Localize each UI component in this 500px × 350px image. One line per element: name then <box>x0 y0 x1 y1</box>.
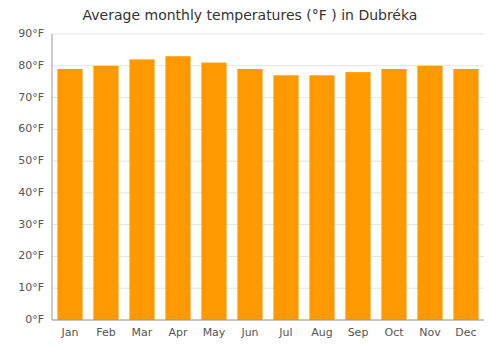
grid-line <box>52 320 484 321</box>
title: Average monthly temperatures (°F ) in Du… <box>83 7 418 23</box>
x-tick-label: Aug <box>311 326 332 339</box>
y-tick-label: 20°F <box>18 249 44 262</box>
x-tick-label: Dec <box>455 326 476 339</box>
grid-line <box>52 34 484 35</box>
bar <box>453 69 478 320</box>
x-tick-label: Oct <box>384 326 404 339</box>
y-tick-label: 60°F <box>18 122 44 135</box>
x-tick-label: Jul <box>278 326 292 339</box>
bar <box>165 56 190 320</box>
grid <box>52 34 484 320</box>
bar <box>345 72 370 320</box>
bars <box>57 56 478 320</box>
y-tick-label: 40°F <box>18 186 44 199</box>
x-tick-label: Nov <box>419 326 441 339</box>
bar <box>309 75 334 320</box>
y-tick-label: 10°F <box>18 281 44 294</box>
x-tick-label: May <box>203 326 226 339</box>
bar <box>129 59 154 320</box>
bar <box>381 69 406 320</box>
y-tick-label: 50°F <box>18 154 44 167</box>
y-tick-label: 90°F <box>18 27 44 40</box>
x-axis-line <box>52 320 484 321</box>
chart-container: 0°F 10°F 20°F 30°F 40°F 50°F 60°F 70°F 80°F 90°F J… <box>0 0 500 350</box>
x-tick-label: Jun <box>240 326 258 339</box>
chart-svg: 0°F 10°F 20°F 30°F 40°F 50°F 60°F 70°F 80°F 90°F J… <box>0 0 500 350</box>
x-tick-label: Mar <box>132 326 153 339</box>
y-axis-line <box>52 34 53 320</box>
bar <box>237 69 262 320</box>
x-axis: Jan Feb Mar Apr May Jun Jul Aug Sep Oct Nov Dec <box>61 326 477 339</box>
y-tick-label: 70°F <box>18 91 44 104</box>
bar <box>93 66 118 320</box>
x-tick-label: Apr <box>168 326 188 339</box>
bar <box>201 63 226 320</box>
y-tick-label: 30°F <box>18 218 44 231</box>
y-tick-label: 0°F <box>25 313 44 326</box>
bar <box>273 75 298 320</box>
x-tick-label: Sep <box>348 326 369 339</box>
bar <box>57 69 82 320</box>
x-tick-label: Feb <box>96 326 115 339</box>
bar <box>417 66 442 320</box>
x-tick-label: Jan <box>61 326 79 339</box>
y-axis: 0°F 10°F 20°F 30°F 40°F 50°F 60°F 70°F 80°F 90°F <box>18 27 44 326</box>
y-tick-label: 80°F <box>18 59 44 72</box>
